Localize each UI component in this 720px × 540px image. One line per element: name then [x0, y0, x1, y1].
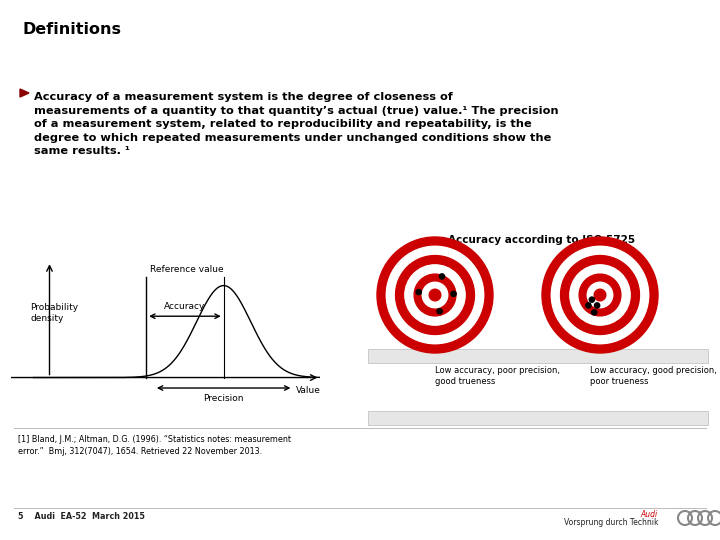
Text: Accuracy according to ISO 5725: Accuracy according to ISO 5725 — [449, 235, 636, 245]
Circle shape — [416, 289, 421, 295]
Circle shape — [429, 289, 441, 301]
Circle shape — [595, 303, 600, 308]
Circle shape — [579, 274, 621, 316]
Text: Vorsprung durch Technik: Vorsprung durch Technik — [564, 518, 658, 527]
Circle shape — [414, 274, 456, 316]
Polygon shape — [20, 89, 29, 97]
Circle shape — [588, 282, 613, 308]
Circle shape — [377, 237, 493, 353]
Circle shape — [586, 303, 591, 308]
Text: Precision: Precision — [203, 395, 244, 403]
Text: Accuracy: Accuracy — [164, 302, 206, 312]
Text: Low accuracy, good precision,
poor trueness: Low accuracy, good precision, poor truen… — [590, 366, 717, 387]
Text: Definitions: Definitions — [22, 22, 121, 37]
Text: [1] Bland, J.M.; Altman, D.G. (1996). “Statistics notes: measurement
error.”  Bm: [1] Bland, J.M.; Altman, D.G. (1996). “S… — [18, 435, 291, 456]
Circle shape — [552, 246, 649, 344]
Text: Audi: Audi — [641, 510, 658, 519]
Circle shape — [570, 265, 630, 325]
Text: Probability
density: Probability density — [30, 303, 78, 323]
Text: 5    Audi  EA-52  March 2015: 5 Audi EA-52 March 2015 — [18, 512, 145, 521]
FancyBboxPatch shape — [368, 411, 708, 425]
Circle shape — [386, 246, 484, 344]
FancyBboxPatch shape — [368, 349, 708, 363]
Circle shape — [589, 297, 595, 302]
Circle shape — [395, 255, 474, 334]
Text: Reference value: Reference value — [150, 265, 224, 274]
Text: Value: Value — [295, 386, 320, 395]
Circle shape — [592, 310, 597, 315]
Text: Accuracy of a measurement system is the degree of closeness of
measurements of a: Accuracy of a measurement system is the … — [34, 92, 559, 157]
Circle shape — [437, 309, 442, 314]
Circle shape — [594, 289, 606, 301]
Circle shape — [439, 274, 444, 279]
Circle shape — [405, 265, 465, 325]
Circle shape — [561, 255, 639, 334]
Circle shape — [422, 282, 448, 308]
Text: Low accuracy, poor precision,
good trueness: Low accuracy, poor precision, good truen… — [435, 366, 560, 387]
Circle shape — [451, 291, 456, 296]
Circle shape — [542, 237, 658, 353]
